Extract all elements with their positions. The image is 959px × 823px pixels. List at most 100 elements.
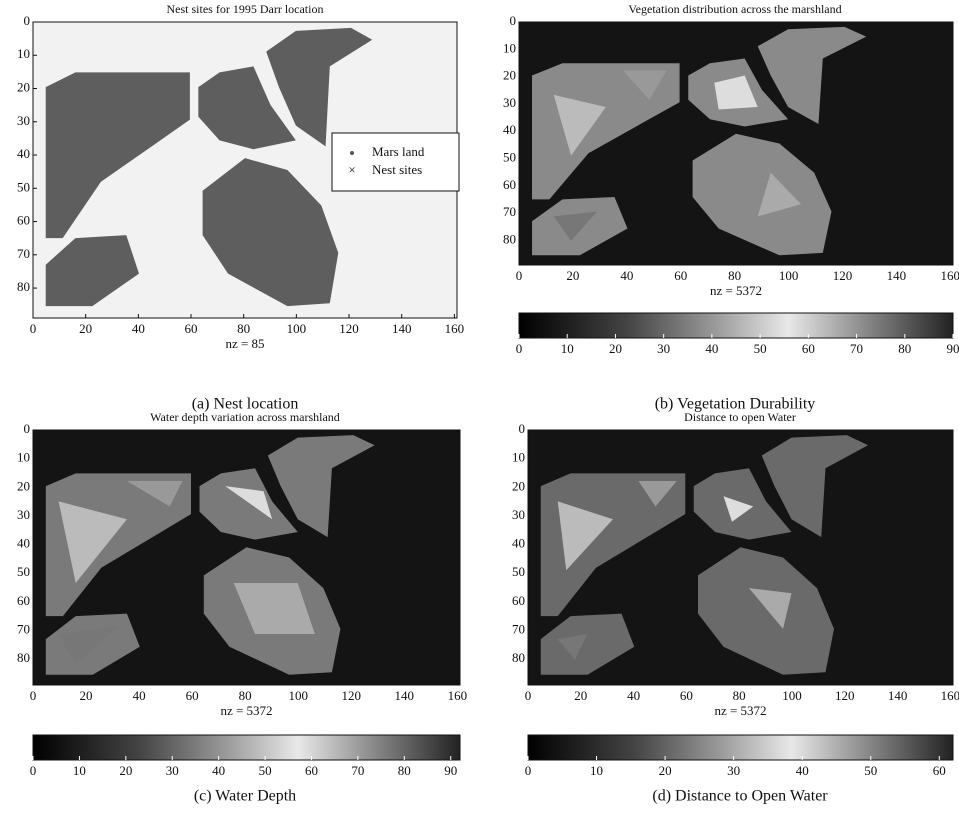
colorbar: [33, 735, 460, 760]
colorbar-tick-label: 20: [119, 763, 132, 778]
colorbar-tick-label: 30: [727, 763, 740, 778]
y-tick-label: 50: [512, 564, 525, 579]
y-tick-label: 0: [24, 421, 31, 436]
colorbar-tick-label: 10: [590, 763, 603, 778]
x-axis-label: nz = 85: [225, 336, 264, 351]
colorbar-tick-label: 30: [657, 341, 670, 356]
x-tick-label: 100: [288, 688, 308, 703]
x-tick-label: 120: [833, 268, 853, 283]
caption: (d) Distance to Open Water: [652, 788, 828, 805]
x-tick-label: 120: [339, 321, 359, 336]
x-tick-label: 140: [888, 688, 908, 703]
y-tick-label: 70: [17, 622, 30, 637]
y-tick-label: 0: [24, 13, 31, 28]
y-tick-label: 40: [512, 536, 525, 551]
colorbar-tick-label: 20: [609, 341, 622, 356]
colorbar: [528, 735, 953, 760]
x-tick-label: 140: [395, 688, 415, 703]
x-tick-label: 60: [186, 688, 199, 703]
colorbar-tick-label: 10: [561, 341, 574, 356]
y-tick-label: 40: [17, 146, 30, 161]
colorbar-tick-label: 80: [898, 341, 911, 356]
colorbar-tick-label: 20: [659, 763, 672, 778]
colorbar-tick-label: 0: [525, 763, 532, 778]
x-tick-label: 160: [941, 688, 959, 703]
colorbar-tick-label: 90: [947, 341, 959, 356]
x-tick-label: 80: [733, 688, 746, 703]
y-tick-label: 80: [17, 650, 30, 665]
x-axis-label: nz = 5372: [220, 703, 272, 718]
figure: Nest sites for 1995 Darr location0204060…: [0, 0, 959, 818]
y-tick-label: 50: [17, 179, 30, 194]
y-tick-label: 40: [17, 536, 30, 551]
y-tick-label: 30: [17, 113, 30, 128]
x-tick-label: 40: [620, 268, 633, 283]
y-tick-label: 0: [510, 13, 517, 28]
colorbar-tick-label: 70: [351, 763, 364, 778]
y-tick-label: 30: [503, 95, 516, 110]
x-tick-label: 80: [237, 321, 250, 336]
x-tick-label: 0: [30, 321, 37, 336]
y-tick-label: 10: [17, 450, 30, 465]
y-tick-label: 70: [503, 204, 516, 219]
colorbar-tick-label: 0: [30, 763, 37, 778]
y-tick-label: 10: [512, 450, 525, 465]
y-tick-label: 70: [512, 622, 525, 637]
x-axis-label: nz = 5372: [710, 283, 762, 298]
x-tick-label: 160: [445, 321, 465, 336]
y-tick-label: 0: [519, 421, 526, 436]
x-tick-label: 140: [392, 321, 412, 336]
x-tick-label: 80: [728, 268, 741, 283]
x-tick-label: 80: [239, 688, 252, 703]
x-tick-label: 40: [133, 688, 146, 703]
colorbar-tick-label: 80: [398, 763, 411, 778]
y-tick-label: 30: [17, 507, 30, 522]
chart-title: Distance to open Water: [684, 410, 796, 424]
y-tick-label: 10: [503, 40, 516, 55]
colorbar-tick-label: 70: [850, 341, 863, 356]
chart-title: Water depth variation across marshland: [150, 410, 340, 424]
y-tick-label: 40: [503, 122, 516, 137]
x-tick-label: 0: [525, 688, 532, 703]
y-tick-label: 20: [512, 478, 525, 493]
legend-marker: [350, 151, 354, 155]
y-tick-label: 10: [17, 46, 30, 61]
chart-title: Vegetation distribution across the marsh…: [628, 2, 841, 16]
colorbar-tick-label: 50: [754, 341, 767, 356]
x-tick-label: 160: [448, 688, 468, 703]
colorbar: [519, 313, 953, 338]
x-tick-label: 20: [566, 268, 579, 283]
y-tick-label: 80: [503, 231, 516, 246]
x-tick-label: 120: [835, 688, 855, 703]
y-tick-label: 30: [512, 507, 525, 522]
colorbar-tick-label: 10: [73, 763, 86, 778]
y-tick-label: 20: [17, 478, 30, 493]
y-tick-label: 50: [17, 564, 30, 579]
x-tick-label: 0: [516, 268, 523, 283]
colorbar-tick-label: 90: [444, 763, 457, 778]
x-tick-label: 40: [627, 688, 640, 703]
x-tick-label: 20: [80, 688, 93, 703]
x-tick-label: 100: [287, 321, 307, 336]
legend-label: Nest sites: [372, 162, 422, 177]
colorbar-tick-label: 30: [166, 763, 179, 778]
colorbar-tick-label: 60: [305, 763, 318, 778]
x-axis-label: nz = 5372: [714, 703, 766, 718]
legend-marker: ×: [348, 162, 355, 177]
x-tick-label: 20: [574, 688, 587, 703]
x-tick-label: 0: [30, 688, 37, 703]
y-tick-label: 20: [17, 80, 30, 95]
x-tick-label: 60: [674, 268, 687, 283]
y-tick-label: 80: [17, 279, 30, 294]
x-tick-label: 100: [779, 268, 799, 283]
colorbar-tick-label: 50: [864, 763, 877, 778]
x-tick-label: 40: [132, 321, 145, 336]
colorbar-tick-label: 60: [802, 341, 815, 356]
colorbar-tick-label: 40: [705, 341, 718, 356]
y-tick-label: 50: [503, 150, 516, 165]
y-tick-label: 60: [503, 177, 516, 192]
x-tick-label: 60: [680, 688, 693, 703]
colorbar-tick-label: 60: [933, 763, 946, 778]
y-tick-label: 60: [17, 593, 30, 608]
y-tick-label: 60: [512, 593, 525, 608]
